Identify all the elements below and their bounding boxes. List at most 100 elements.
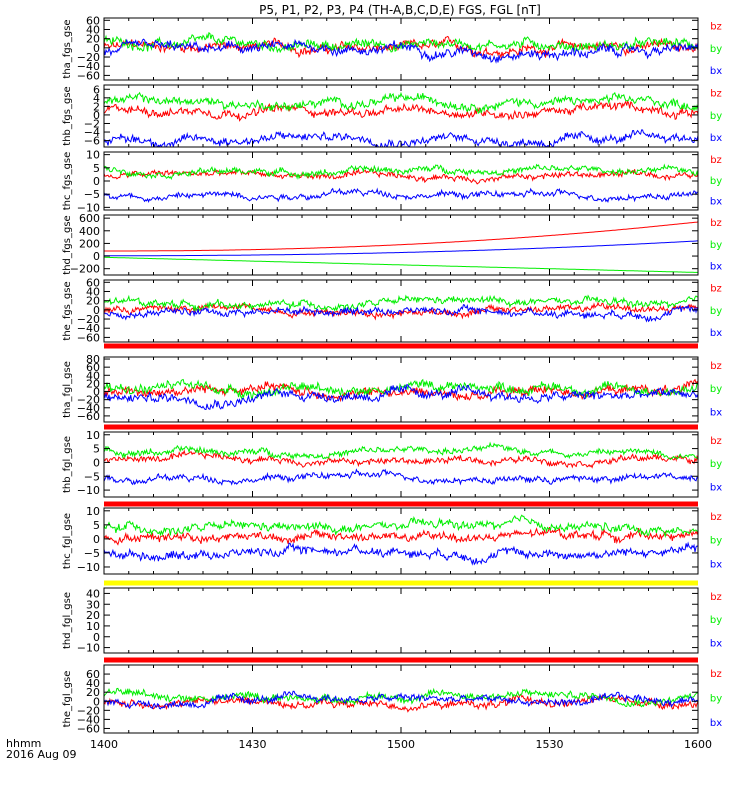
series-by-thc_fgl_gse [104, 514, 698, 539]
legend-bx: bx [710, 639, 722, 650]
legend-bz: bz [710, 361, 722, 372]
y-tick-label: −60 [77, 722, 100, 735]
y-tick-label: 0 [93, 533, 100, 546]
legend-bz: bz [710, 155, 722, 166]
panel-frame [103, 587, 699, 654]
y-tick-label: −60 [77, 69, 100, 82]
panel-frame [103, 151, 699, 211]
legend-bz: bz [710, 512, 722, 523]
y-tick-label: −60 [77, 410, 100, 423]
y-tick-label: 0 [93, 109, 100, 122]
y-tick-label: 0 [93, 304, 100, 317]
y-tick-label: 60 [86, 361, 100, 374]
y-tick-label: 0 [93, 456, 100, 469]
y-tick-label: 0 [93, 175, 100, 188]
legend-bx: bx [710, 261, 722, 272]
status-bar [104, 343, 698, 349]
y-axis-label-thd_fgl_gse: thd_fgl_gse [62, 592, 73, 649]
legend-by: by [710, 384, 722, 395]
status-bar [104, 424, 698, 430]
status-bar [104, 580, 698, 586]
y-tick-label: 0 [93, 695, 100, 708]
y-tick-label: 20 [86, 609, 100, 622]
y-tick-label: 80 [86, 353, 100, 366]
y-tick-label: 0 [93, 386, 100, 399]
y-tick-label: 60 [86, 668, 100, 681]
series-bx-thd_fgs_gse [104, 240, 698, 257]
y-tick-label: 10 [86, 620, 100, 633]
y-tick-label: −20 [77, 313, 100, 326]
legend-by: by [710, 240, 722, 251]
y-tick-label: 5 [93, 162, 100, 175]
y-axis-label-tha_fgl_gse: tha_fgl_gse [62, 361, 73, 418]
y-tick-label: 10 [86, 429, 100, 442]
x-axis-label-hhmm: hhmm [6, 737, 41, 750]
y-tick-label: 200 [79, 237, 100, 250]
x-tick-label: 1600 [684, 738, 712, 751]
legend-by: by [710, 306, 722, 317]
y-tick-label: −20 [77, 704, 100, 717]
y-tick-label: 5 [93, 519, 100, 532]
y-tick-label: 0 [93, 250, 100, 263]
y-tick-label: −5 [84, 188, 100, 201]
y-tick-label: 60 [86, 14, 100, 27]
y-tick-label: −5 [84, 547, 100, 560]
x-axis-label-date: 2016 Aug 09 [6, 748, 76, 761]
series-bx-the_fgs_gse [104, 303, 698, 323]
x-tick-label: 1430 [239, 738, 267, 751]
legend-bz: bz [710, 669, 722, 680]
y-tick-label: 40 [86, 587, 100, 600]
y-tick-label: −20 [77, 51, 100, 64]
series-by-thb_fgl_gse [104, 441, 698, 461]
status-bar [104, 501, 698, 507]
y-axis-label-tha_fgs_gse: tha_fgs_gse [62, 19, 73, 78]
series-bx-thb_fgl_gse [104, 468, 698, 486]
y-tick-label: −10 [77, 561, 100, 574]
y-tick-label: 20 [86, 686, 100, 699]
series-bz-thd_fgs_gse [104, 221, 698, 252]
legend-by: by [710, 694, 722, 705]
legend-bx: bx [710, 483, 722, 494]
series-by-thc_fgs_gse [104, 163, 698, 181]
series-by-thb_fgs_gse [104, 91, 698, 114]
legend-bx: bx [710, 559, 722, 570]
legend-by: by [710, 44, 722, 55]
y-tick-label: 40 [86, 285, 100, 298]
legend-bx: bx [710, 197, 722, 208]
y-axis-label-thb_fgl_gse: thb_fgl_gse [62, 436, 73, 493]
legend-by: by [710, 536, 722, 547]
y-tick-label: −5 [84, 470, 100, 483]
series-bx-tha_fgs_gse [104, 38, 698, 64]
y-tick-label: 10 [86, 505, 100, 518]
legend-bx: bx [710, 408, 722, 419]
legend-bx: bx [710, 133, 722, 144]
y-axis-label-the_fgl_gse: the_fgl_gse [62, 671, 73, 728]
y-tick-label: 20 [86, 295, 100, 308]
y-tick-label: 4 [93, 92, 100, 105]
y-tick-label: 400 [79, 225, 100, 238]
y-tick-label: −200 [70, 263, 100, 276]
x-tick-label: 1400 [90, 738, 118, 751]
legend-bz: bz [710, 218, 722, 229]
legend-bz: bz [710, 436, 722, 447]
series-by-thd_fgs_gse [104, 256, 698, 273]
y-tick-label: 600 [79, 212, 100, 225]
y-tick-label: −2 [84, 117, 100, 130]
y-tick-label: −6 [84, 135, 100, 148]
y-tick-label: 40 [86, 369, 100, 382]
y-tick-label: 20 [86, 377, 100, 390]
series-bz-thb_fgl_gse [104, 449, 698, 469]
y-tick-label: −10 [77, 642, 100, 655]
series-bz-tha_fgl_gse [104, 378, 698, 403]
legend-bx: bx [710, 718, 722, 729]
series-bz-thb_fgs_gse [104, 99, 698, 122]
series-bz-the_fgl_gse [104, 693, 698, 713]
y-tick-label: −40 [77, 60, 100, 73]
